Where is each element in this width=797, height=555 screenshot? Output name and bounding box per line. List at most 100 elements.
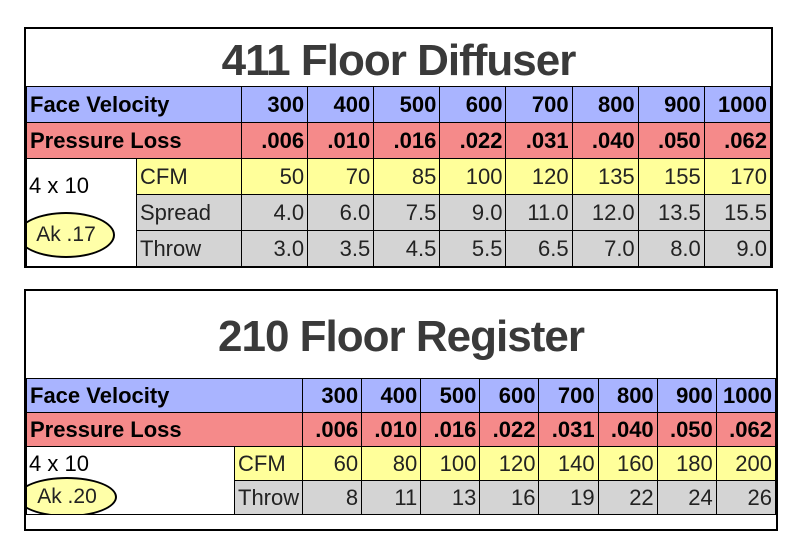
pressure-loss-value: .040 xyxy=(597,412,658,447)
pressure-loss-value: .022 xyxy=(479,412,540,447)
pressure-loss-value: .016 xyxy=(420,412,481,447)
face-velocity-value: 500 xyxy=(420,378,481,413)
cfm-value: 180 xyxy=(656,446,717,481)
face-velocity-value: 300 xyxy=(241,86,309,123)
throw-value: 6.5 xyxy=(505,230,573,267)
face-velocity-value: 900 xyxy=(656,378,717,413)
performance-table: Face Velocity 300 400 500 600 700 800 90… xyxy=(25,86,772,267)
spread-value: 4.0 xyxy=(241,194,309,231)
size-cell: 4 x 10 Ak .20 xyxy=(26,446,235,515)
cfm-value: 155 xyxy=(637,158,705,195)
face-velocity-value: 300 xyxy=(302,378,363,413)
pressure-loss-row: Pressure Loss .006 .010 .016 .022 .031 .… xyxy=(25,412,777,447)
row-label: Spread xyxy=(135,194,243,231)
cfm-value: 100 xyxy=(420,446,481,481)
cfm-value: 120 xyxy=(479,446,540,481)
face-velocity-value: 700 xyxy=(538,378,599,413)
face-velocity-value: 800 xyxy=(571,86,639,123)
pressure-loss-value: .062 xyxy=(715,412,777,447)
pressure-loss-value: .062 xyxy=(703,122,772,159)
spread-value: 15.5 xyxy=(703,194,772,231)
pressure-loss-value: .006 xyxy=(241,122,309,159)
panel-title: 210 Floor Register xyxy=(218,312,585,361)
pressure-loss-value: .022 xyxy=(439,122,507,159)
throw-value: 4.5 xyxy=(373,230,441,267)
cfm-value: 170 xyxy=(703,158,772,195)
throw-value: 11 xyxy=(361,480,422,515)
cfm-value: 135 xyxy=(571,158,639,195)
throw-value: 19 xyxy=(538,480,599,515)
face-velocity-value: 900 xyxy=(637,86,705,123)
face-velocity-value: 600 xyxy=(439,86,507,123)
face-velocity-value: 600 xyxy=(479,378,540,413)
cfm-value: 140 xyxy=(538,446,599,481)
throw-value: 3.0 xyxy=(241,230,309,267)
pressure-loss-value: .031 xyxy=(505,122,573,159)
pressure-loss-value: .016 xyxy=(373,122,441,159)
throw-value: 8 xyxy=(302,480,363,515)
face-velocity-value: 400 xyxy=(361,378,422,413)
pressure-loss-value: .050 xyxy=(656,412,717,447)
ak-value: Ak .17 xyxy=(27,212,115,258)
cfm-row: 4 x 10 Ak .20 CFM 60 80 100 120 140 160 … xyxy=(26,446,777,515)
row-label: Throw xyxy=(233,480,304,515)
spread-value: 11.0 xyxy=(505,194,573,231)
size-label: 4 x 10 xyxy=(29,173,89,198)
face-velocity-label: Face Velocity xyxy=(25,378,304,413)
spread-value: 12.0 xyxy=(571,194,639,231)
pressure-loss-value: .040 xyxy=(571,122,639,159)
throw-value: 24 xyxy=(656,480,717,515)
pressure-loss-row: Pressure Loss .006 .010 .016 .022 .031 .… xyxy=(25,122,772,159)
throw-row: Throw 8 11 13 16 19 22 24 26 xyxy=(27,480,777,515)
cfm-value: 85 xyxy=(373,158,441,195)
spread-value: 7.5 xyxy=(373,194,441,231)
throw-value: 9.0 xyxy=(703,230,772,267)
throw-value: 3.5 xyxy=(307,230,375,267)
face-velocity-value: 700 xyxy=(505,86,573,123)
pressure-loss-value: .010 xyxy=(361,412,422,447)
cfm-value: 160 xyxy=(597,446,658,481)
spread-row: Spread 4.0 6.0 7.5 9.0 11.0 12.0 13.5 15… xyxy=(27,194,772,231)
face-velocity-row: Face Velocity 300 400 500 600 700 800 90… xyxy=(25,378,777,413)
face-velocity-label: Face Velocity xyxy=(25,86,243,123)
face-velocity-row: Face Velocity 300 400 500 600 700 800 90… xyxy=(25,86,772,123)
size-label: 4 x 10 xyxy=(29,451,89,476)
cfm-row: 4 x 10 Ak .17 CFM 50 70 85 100 120 135 1… xyxy=(26,158,772,267)
pressure-loss-value: .031 xyxy=(538,412,599,447)
spread-value: 6.0 xyxy=(307,194,375,231)
floor-register-panel: 210 Floor Register Face Velocity 300 400… xyxy=(24,289,778,531)
ak-value: Ak .20 xyxy=(27,477,117,514)
cfm-value: 80 xyxy=(361,446,422,481)
row-label: Throw xyxy=(135,230,243,267)
throw-value: 22 xyxy=(597,480,658,515)
throw-row: Throw 3.0 3.5 4.5 5.5 6.5 7.0 8.0 9.0 xyxy=(27,230,772,267)
face-velocity-value: 400 xyxy=(307,86,375,123)
pressure-loss-label: Pressure Loss xyxy=(25,412,304,447)
cfm-value: 200 xyxy=(715,446,777,481)
throw-value: 13 xyxy=(420,480,481,515)
cfm-value: 120 xyxy=(505,158,573,195)
floor-diffuser-panel: 411 Floor Diffuser Face Velocity 300 400… xyxy=(24,27,773,268)
cfm-value: 50 xyxy=(241,158,309,195)
throw-value: 5.5 xyxy=(439,230,507,267)
size-cell: 4 x 10 Ak .17 xyxy=(26,158,137,267)
panel-title: 411 Floor Diffuser xyxy=(221,36,577,85)
pressure-loss-value: .006 xyxy=(302,412,363,447)
spread-value: 13.5 xyxy=(637,194,705,231)
throw-value: 8.0 xyxy=(637,230,705,267)
pressure-loss-label: Pressure Loss xyxy=(25,122,243,159)
face-velocity-value: 1000 xyxy=(703,86,772,123)
throw-value: 7.0 xyxy=(571,230,639,267)
performance-table: Face Velocity 300 400 500 600 700 800 90… xyxy=(25,378,777,515)
cfm-value: 100 xyxy=(439,158,507,195)
cfm-value: 70 xyxy=(307,158,375,195)
throw-value: 26 xyxy=(715,480,777,515)
throw-value: 16 xyxy=(479,480,540,515)
cfm-value: 60 xyxy=(302,446,363,481)
spread-value: 9.0 xyxy=(439,194,507,231)
face-velocity-value: 800 xyxy=(597,378,658,413)
pressure-loss-value: .050 xyxy=(637,122,705,159)
face-velocity-value: 500 xyxy=(373,86,441,123)
row-label: CFM xyxy=(233,446,304,481)
pressure-loss-value: .010 xyxy=(307,122,375,159)
